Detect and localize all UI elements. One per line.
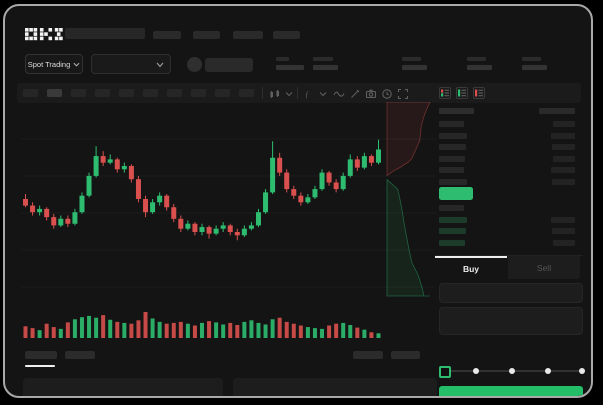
svg-text:ƒ: ƒ — [305, 90, 309, 99]
chevron-down-icon[interactable] — [283, 87, 295, 99]
slider-step-dot[interactable] — [473, 367, 479, 374]
toolbar-divider — [297, 87, 298, 99]
bid-row[interactable] — [439, 239, 585, 247]
nav-item-placeholder[interactable] — [153, 31, 181, 39]
pair-name-placeholder — [205, 58, 253, 72]
bid-row[interactable] — [439, 216, 585, 224]
timeframe-button[interactable] — [95, 89, 110, 97]
nav-item-placeholder[interactable] — [273, 31, 300, 39]
chevron-down-icon — [156, 62, 164, 68]
amount-slider[interactable] — [439, 365, 585, 378]
order-book-panel: Buy Sell — [435, 81, 585, 396]
chart-tab[interactable] — [65, 351, 95, 359]
timeframe-button[interactable] — [191, 89, 206, 97]
history-clock-icon[interactable] — [381, 87, 393, 99]
timeframe-button[interactable] — [23, 89, 38, 97]
bid-row[interactable] — [439, 228, 585, 235]
okx-trading-window: Spot Trading ƒ — [3, 4, 593, 398]
spot-trading-dropdown[interactable]: Spot Trading — [25, 54, 83, 74]
ticker-bar: Spot Trading — [5, 54, 591, 80]
volume-series — [23, 312, 381, 338]
last-price-badge[interactable] — [439, 187, 473, 200]
pair-selector[interactable] — [91, 54, 171, 74]
chart-bottom-tabs — [5, 349, 437, 369]
ticker-stat — [276, 57, 304, 70]
chevron-down-icon — [73, 62, 80, 67]
toolbar-divider — [262, 87, 263, 99]
slider-step-dot[interactable] — [509, 367, 515, 374]
bid-row[interactable] — [439, 205, 585, 212]
line-wave-icon[interactable] — [333, 87, 345, 99]
ticker-stat — [467, 57, 492, 70]
coin-avatar — [187, 57, 202, 72]
timeframe-button[interactable] — [215, 89, 230, 97]
timeframe-button[interactable] — [167, 89, 182, 97]
search-input[interactable] — [65, 28, 145, 39]
timeframe-button[interactable] — [239, 89, 254, 97]
spot-trading-label: Spot Trading — [27, 59, 71, 69]
timeframe-button[interactable] — [143, 89, 158, 97]
ask-row[interactable] — [439, 144, 585, 151]
chart-gridlines — [21, 138, 435, 288]
ask-row[interactable] — [439, 132, 585, 140]
indicators-icon[interactable]: ƒ — [303, 87, 315, 99]
chevron-down-icon[interactable] — [317, 87, 329, 99]
active-tab-underline — [25, 365, 55, 367]
orders-panel-placeholder — [23, 378, 223, 396]
orderbook-view-switcher — [439, 87, 485, 99]
chart-tab-active[interactable] — [25, 351, 57, 359]
bids-book-view-icon[interactable] — [456, 87, 468, 99]
buy-sell-tabs: Buy Sell — [435, 255, 583, 279]
ask-row[interactable] — [439, 179, 585, 186]
tab-buy[interactable]: Buy — [435, 256, 507, 279]
slider-step-dot[interactable] — [545, 367, 551, 374]
ask-row[interactable] — [439, 121, 585, 128]
fullscreen-icon[interactable] — [397, 87, 409, 100]
ask-row[interactable] — [439, 167, 585, 174]
ticker-stat — [313, 57, 338, 70]
nav-item-placeholder[interactable] — [233, 31, 263, 39]
amount-input[interactable] — [439, 307, 583, 335]
candlestick-series — [23, 139, 381, 241]
ticker-stat — [402, 57, 427, 70]
timeframe-button[interactable] — [119, 89, 134, 97]
history-panel-placeholder — [233, 378, 437, 396]
chart-type-icon[interactable] — [269, 87, 281, 99]
price-input[interactable] — [439, 283, 583, 303]
okx-logo — [25, 28, 63, 41]
price-chart-canvas[interactable] — [21, 102, 435, 346]
top-nav-bar — [5, 24, 591, 48]
chart-toolbar: ƒ — [17, 83, 581, 103]
chart-range-button[interactable] — [391, 351, 420, 359]
slider-handle[interactable] — [439, 365, 451, 378]
depth-overlay — [386, 102, 431, 297]
chart-range-button[interactable] — [353, 351, 383, 359]
timeframe-button-active[interactable] — [47, 89, 62, 97]
camera-icon[interactable] — [365, 87, 377, 99]
ask-row[interactable] — [439, 155, 585, 163]
timeframe-button[interactable] — [71, 89, 86, 97]
asks-book-view-icon[interactable] — [473, 87, 485, 99]
draw-pencil-icon[interactable] — [349, 87, 361, 99]
combined-book-view-icon[interactable] — [439, 87, 451, 99]
tab-sell[interactable]: Sell — [508, 256, 580, 279]
nav-item-placeholder[interactable] — [193, 31, 220, 39]
slider-step-dot[interactable] — [579, 367, 585, 374]
buy-submit-button[interactable] — [439, 386, 583, 396]
order-book-column-headers — [439, 108, 585, 114]
ticker-stat — [522, 57, 547, 70]
